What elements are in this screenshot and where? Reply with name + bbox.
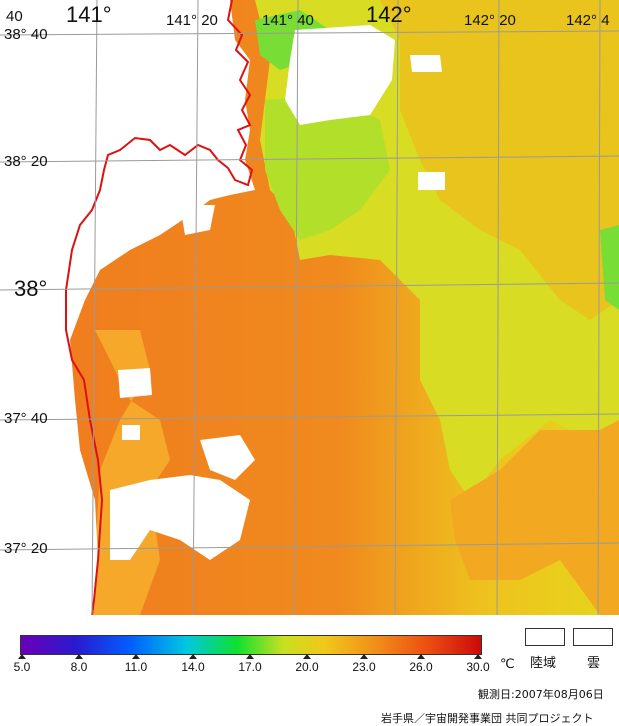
colorbar-tick-mark — [75, 654, 83, 659]
cloud-legend-label: 雲 — [587, 656, 601, 671]
land-area — [0, 0, 255, 615]
colorbar-tick-label: 30.0 — [466, 660, 490, 674]
credit-text: 岩手県／宇宙開発事業団 共同プロジェクト — [381, 712, 594, 725]
colorbar-tick-label: 17.0 — [238, 660, 262, 674]
colorbar-tick-mark — [360, 654, 368, 659]
lon-label-142-20: 142° 20 — [464, 12, 516, 29]
corner-label: 40 — [6, 8, 23, 25]
lat-lon-grid — [0, 0, 619, 615]
colorbar-tick-label: 20.0 — [295, 660, 319, 674]
colorbar-tick-mark — [189, 654, 197, 659]
cloud-east — [418, 172, 445, 190]
coastline — [65, 0, 254, 615]
yellow-water — [380, 0, 619, 320]
green-water-east — [600, 225, 619, 310]
colorbar-tick-mark — [246, 654, 254, 659]
colorbar-tick-mark — [303, 654, 311, 659]
observation-date: 観測日:2007年08月06日 — [478, 688, 604, 701]
colorbar-tick-label: 11.0 — [124, 660, 148, 674]
colorbar-tick-label: 5.0 — [13, 660, 31, 674]
cloud-small — [122, 425, 140, 440]
lon-label-142-40: 142° 4 — [566, 12, 610, 29]
lat-label-38-40: 38° 40 — [4, 26, 48, 43]
land-legend-label: 陸域 — [530, 656, 557, 671]
lat-label-38: 38° — [14, 276, 48, 301]
cloud-legend-swatch — [573, 628, 613, 646]
cloud-mid — [118, 368, 152, 398]
lat-label-37-40: 37° 40 — [4, 410, 48, 427]
colorbar-tick-mark — [474, 654, 482, 659]
cloud-south — [110, 475, 250, 560]
lon-label-142: 142° — [366, 2, 412, 27]
lon-label-141-40: 141° 40 — [262, 12, 314, 29]
colorbar-tick-label: 8.0 — [70, 660, 88, 674]
colorbar-tick-mark — [132, 654, 140, 659]
lon-label-141: 141° — [66, 2, 112, 27]
cloud-south-east — [200, 435, 255, 480]
colorbar-tick-label: 26.0 — [409, 660, 433, 674]
lon-label-141-20: 141° 20 — [166, 12, 218, 29]
colorbar-tick-label: 14.0 — [181, 660, 205, 674]
colorbar-tick-label: 23.0 — [352, 660, 376, 674]
temperature-color-bar — [20, 635, 482, 655]
cloud-west — [180, 205, 215, 235]
cloud-north — [285, 25, 395, 125]
colorbar-tick-mark — [417, 654, 425, 659]
sea-surface-temperature-map — [0, 0, 619, 615]
colorbar-tick-mark — [18, 654, 26, 659]
yellow-water-southeast — [450, 420, 619, 615]
lat-label-37-20: 37° 20 — [4, 540, 48, 557]
unit-label: ℃ — [500, 657, 515, 672]
cloud-northeast — [410, 55, 442, 72]
land-legend-swatch — [525, 628, 565, 646]
lat-label-38-20: 38° 20 — [4, 153, 48, 170]
